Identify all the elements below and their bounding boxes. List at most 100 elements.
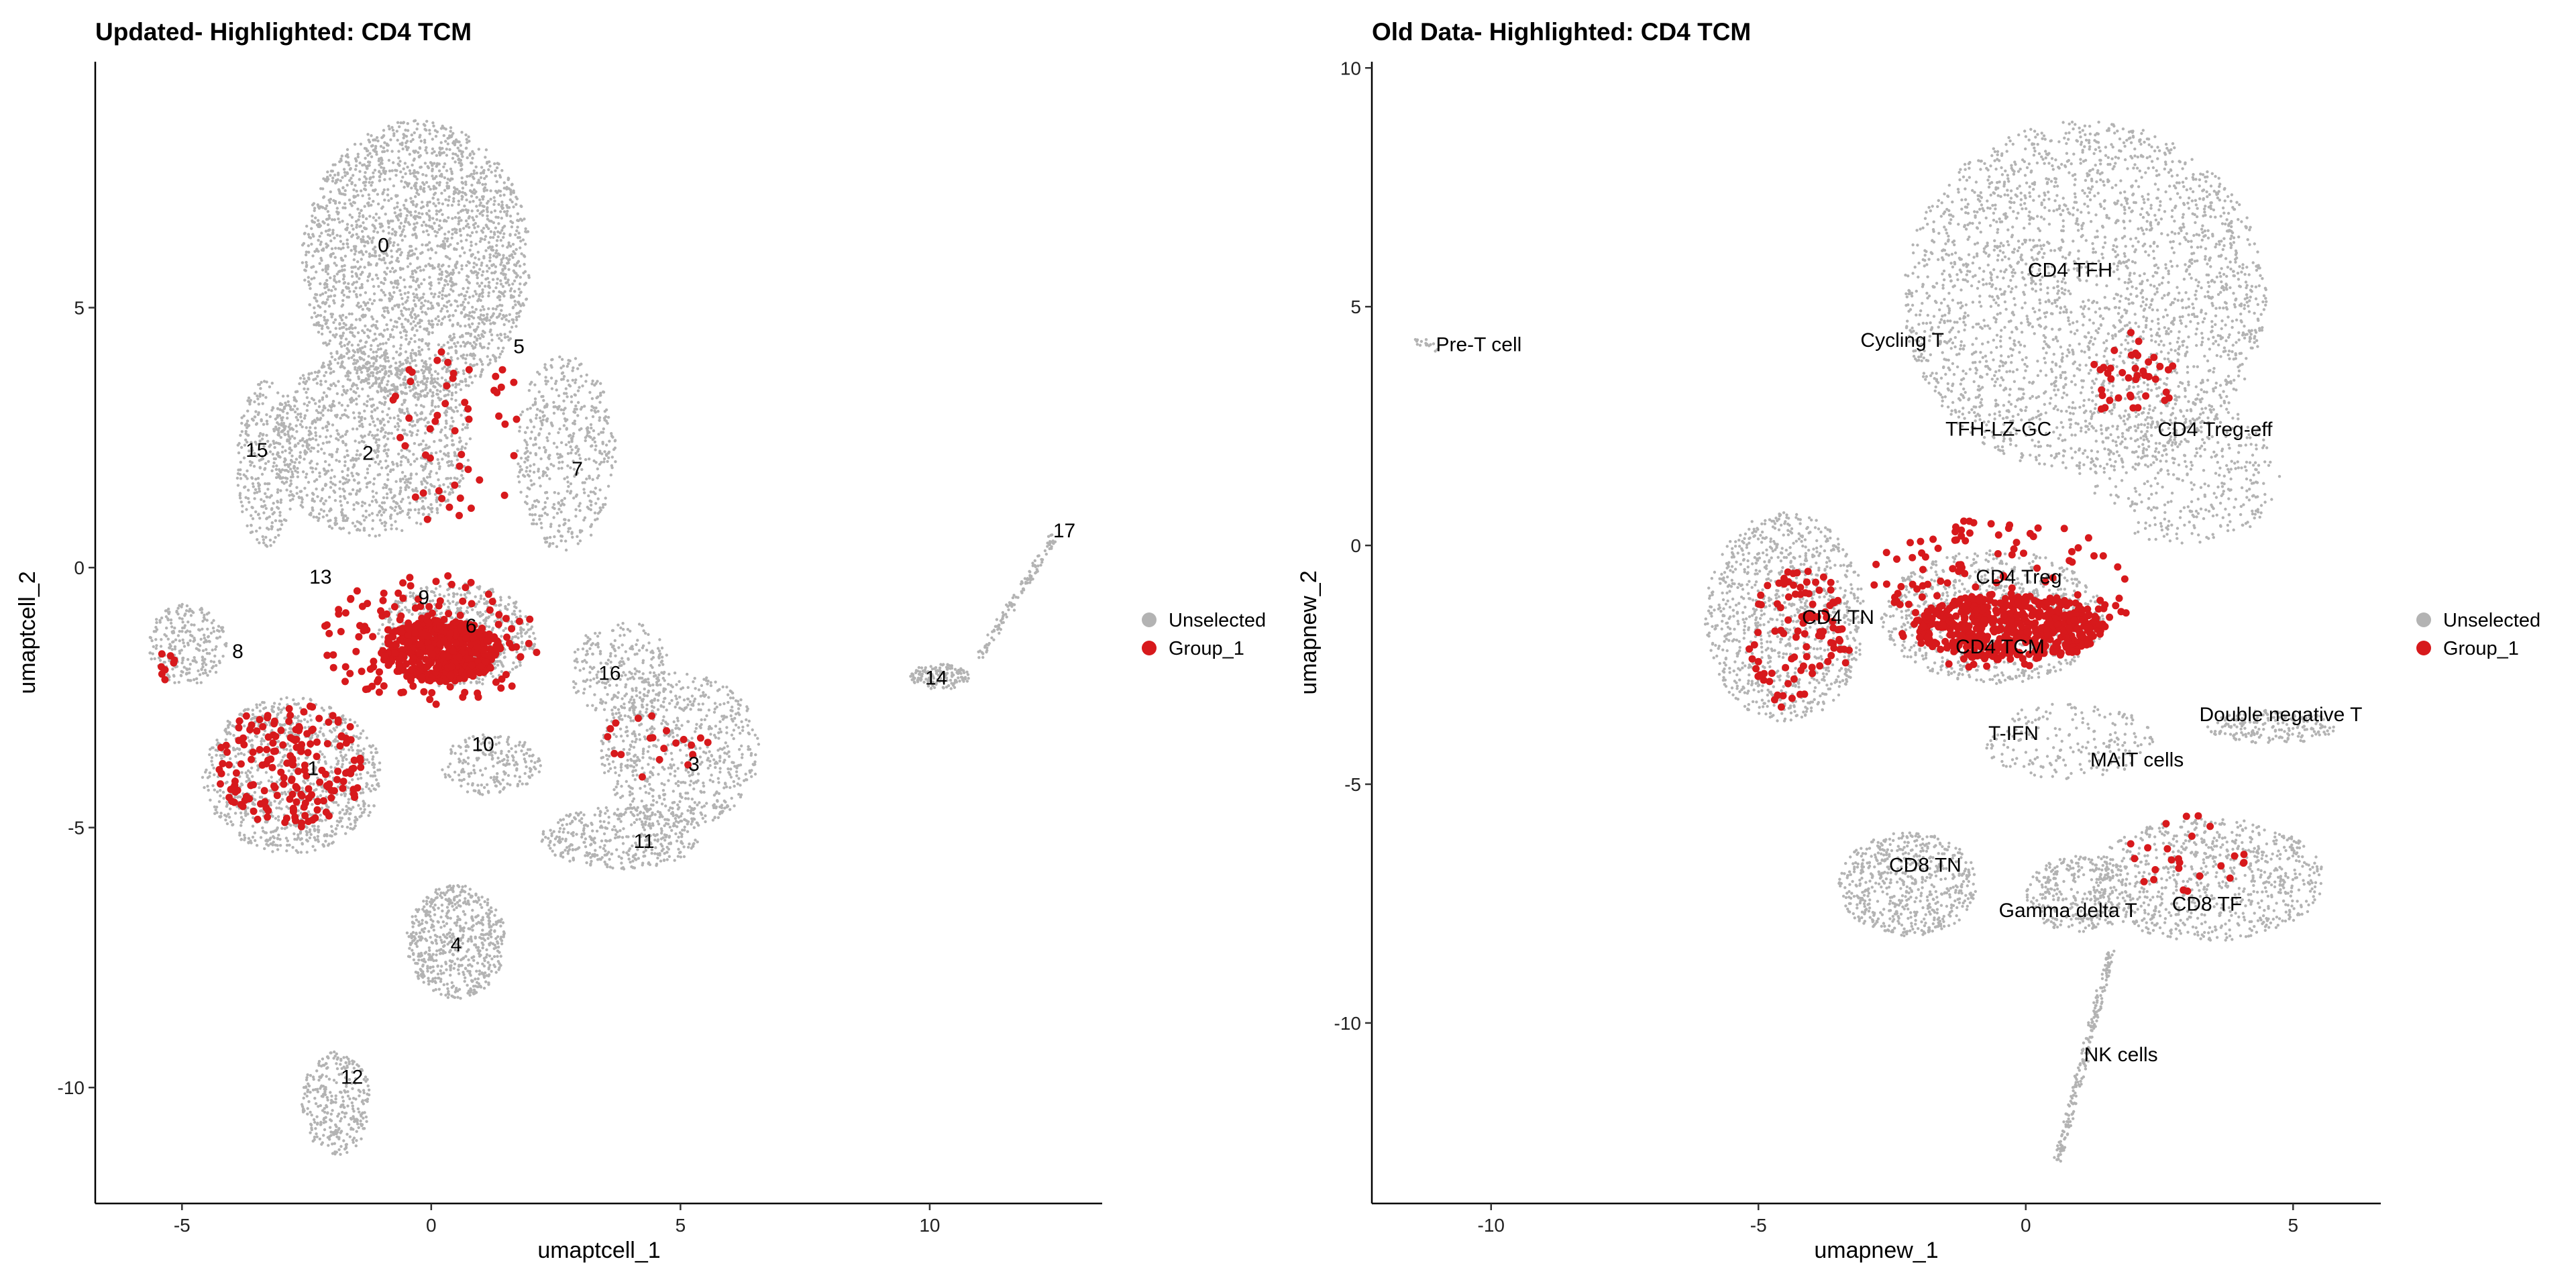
point-unselected — [512, 321, 515, 325]
point-unselected — [543, 471, 547, 474]
point-unselected — [321, 301, 325, 304]
point-unselected — [344, 433, 347, 436]
point-unselected — [313, 370, 317, 374]
point-unselected — [492, 203, 496, 206]
point-unselected — [413, 359, 417, 362]
point-unselected — [599, 394, 602, 397]
point-unselected — [330, 356, 334, 359]
point-unselected — [514, 303, 517, 307]
point-unselected — [369, 263, 372, 266]
point-unselected — [561, 412, 566, 415]
point-unselected — [507, 596, 511, 599]
point-unselected — [424, 447, 427, 450]
point-unselected — [381, 135, 384, 139]
point-unselected — [386, 188, 390, 191]
point-unselected — [489, 588, 493, 591]
point-unselected — [437, 278, 440, 281]
point-unselected — [451, 131, 455, 135]
point-unselected — [593, 511, 597, 515]
point-unselected — [361, 346, 364, 350]
point-unselected — [368, 197, 371, 201]
point-unselected — [538, 476, 541, 480]
point-unselected — [347, 231, 352, 234]
point-unselected — [426, 377, 429, 380]
point-unselected — [327, 440, 331, 444]
point-unselected — [449, 167, 453, 171]
point-unselected — [364, 509, 368, 513]
point-unselected — [561, 460, 564, 464]
point-unselected — [338, 160, 341, 164]
point-unselected — [441, 293, 444, 297]
point-unselected — [464, 384, 468, 387]
point-unselected — [390, 125, 394, 129]
point-unselected — [461, 335, 464, 338]
point-unselected — [494, 226, 498, 229]
point-unselected — [287, 403, 290, 407]
point-unselected — [451, 232, 454, 236]
point-unselected — [300, 419, 303, 423]
point-unselected — [318, 400, 321, 403]
point-unselected — [443, 237, 447, 240]
point-unselected — [315, 487, 318, 491]
point-unselected — [299, 455, 302, 460]
point-unselected — [256, 394, 259, 398]
point-unselected — [385, 144, 389, 147]
point-unselected — [499, 210, 502, 213]
point-unselected — [610, 455, 614, 459]
point-unselected — [499, 291, 503, 294]
point-unselected — [429, 382, 433, 385]
point-unselected — [310, 446, 313, 449]
point-unselected — [460, 474, 464, 477]
point-unselected — [414, 352, 417, 355]
point-unselected — [299, 439, 302, 443]
point-unselected — [431, 147, 435, 151]
point-unselected — [483, 176, 486, 180]
point-unselected — [383, 524, 386, 527]
point-unselected — [396, 282, 400, 286]
point-unselected — [453, 160, 457, 164]
point-unselected — [475, 215, 478, 218]
point-unselected — [500, 169, 504, 172]
point-unselected — [429, 389, 432, 393]
point-unselected — [365, 486, 368, 489]
point-unselected — [477, 258, 481, 261]
point-unselected — [271, 452, 274, 456]
point-unselected — [389, 488, 392, 491]
point-unselected — [490, 333, 494, 337]
point-unselected — [442, 594, 446, 598]
point-unselected — [454, 385, 458, 389]
point-unselected — [256, 397, 260, 400]
point-unselected — [500, 317, 504, 321]
point-unselected — [440, 376, 444, 380]
point-unselected — [499, 603, 502, 606]
point-unselected — [537, 432, 541, 435]
point-unselected — [405, 217, 408, 220]
point-unselected — [324, 266, 328, 270]
point-unselected — [539, 521, 543, 525]
point-unselected — [486, 355, 489, 358]
point-unselected — [345, 286, 349, 290]
point-unselected — [519, 614, 522, 618]
point-unselected — [409, 352, 413, 355]
point-unselected — [548, 542, 551, 545]
point-unselected — [427, 224, 431, 227]
point-unselected — [436, 198, 440, 201]
point-unselected — [355, 295, 359, 299]
point-unselected — [549, 364, 553, 368]
point-unselected — [411, 348, 415, 352]
point-unselected — [402, 400, 406, 404]
point-unselected — [383, 435, 386, 438]
point-unselected — [410, 433, 413, 437]
point-unselected — [530, 625, 534, 629]
point-unselected — [405, 181, 409, 185]
point-unselected — [326, 223, 330, 227]
point-unselected — [507, 283, 511, 286]
point-unselected — [421, 173, 425, 176]
point-unselected — [496, 215, 500, 219]
point-unselected — [386, 193, 390, 197]
point-unselected — [364, 476, 367, 480]
point-unselected — [431, 121, 435, 125]
point-unselected — [575, 493, 579, 496]
point-unselected — [345, 226, 349, 229]
